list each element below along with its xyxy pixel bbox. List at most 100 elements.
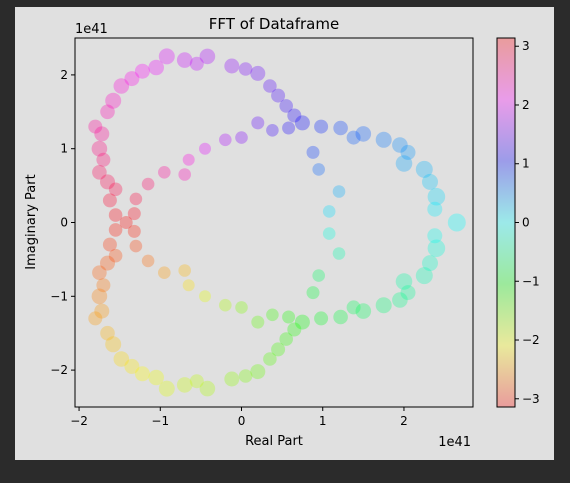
- x-tick-label: −2: [70, 414, 88, 428]
- data-point: [100, 104, 115, 120]
- x-axis: −2 −1 0 1 2: [70, 407, 408, 428]
- data-point: [375, 131, 392, 148]
- data-point: [282, 310, 296, 324]
- data-point: [312, 269, 326, 282]
- data-point: [400, 144, 416, 160]
- data-point: [134, 366, 150, 382]
- data-point: [199, 290, 211, 303]
- data-point: [224, 58, 240, 74]
- colorbar-tick-label: −2: [522, 333, 540, 347]
- y-tick-label: −1: [50, 289, 68, 303]
- colorbar-tick-label: −1: [522, 274, 540, 288]
- data-point: [108, 182, 123, 197]
- data-point: [415, 267, 433, 285]
- x-tick-label: −1: [151, 414, 169, 428]
- data-point: [238, 62, 253, 76]
- data-point: [294, 115, 310, 131]
- data-point: [148, 59, 164, 76]
- data-point: [287, 322, 302, 337]
- data-point: [306, 145, 320, 159]
- data-point: [189, 56, 204, 71]
- data-point: [266, 308, 279, 322]
- data-point: [427, 228, 443, 244]
- data-point: [96, 278, 111, 293]
- y-tick-label: 1: [60, 142, 68, 156]
- colorbar: −3 −2 −1 0 1 2 3: [496, 37, 540, 408]
- data-point: [355, 303, 372, 319]
- data-point: [422, 255, 438, 272]
- data-point: [427, 201, 443, 217]
- data-point: [96, 152, 111, 167]
- data-point: [102, 193, 117, 208]
- data-point: [427, 239, 446, 258]
- fft-scatter-chart: FFT of Dataframe −2 −1 0 1 2 −2 −1 0 1 2 Real Pa…: [24, 15, 540, 450]
- data-point: [224, 371, 240, 387]
- data-point: [279, 332, 294, 346]
- data-point: [333, 120, 348, 136]
- data-point: [250, 65, 266, 81]
- x-tick-label: 1: [319, 414, 327, 428]
- data-point: [251, 116, 265, 130]
- chart-title: FFT of Dataframe: [209, 15, 339, 33]
- data-point: [92, 165, 107, 180]
- data-point: [127, 207, 141, 221]
- data-point: [94, 303, 110, 319]
- data-point: [102, 237, 117, 252]
- data-point: [346, 300, 361, 315]
- data-point: [238, 369, 253, 383]
- data-point: [322, 205, 336, 218]
- plot-area: [75, 38, 473, 407]
- data-point: [158, 48, 175, 65]
- data-point: [219, 133, 232, 147]
- data-point: [178, 264, 191, 277]
- data-point: [395, 273, 413, 290]
- y-tick-label: 0: [60, 216, 68, 230]
- y-tick-label: 2: [60, 68, 68, 82]
- data-point: [271, 342, 286, 357]
- data-point: [322, 227, 336, 240]
- data-point: [105, 336, 122, 353]
- data-point: [314, 119, 329, 134]
- data-point: [199, 142, 211, 155]
- data-point: [92, 265, 107, 281]
- colorbar-ticks: −3 −2 −1 0 1 2 3: [515, 39, 540, 406]
- data-point: [158, 266, 171, 280]
- data-point: [178, 168, 191, 181]
- data-point: [251, 315, 265, 329]
- data-point: [333, 309, 348, 325]
- data-point: [158, 380, 175, 397]
- y-axis: −2 −1 0 1 2: [50, 68, 75, 377]
- data-point: [306, 286, 320, 300]
- x-offset-label: 1e41: [438, 435, 471, 450]
- data-point: [294, 314, 310, 330]
- data-point: [287, 108, 302, 123]
- data-point: [129, 239, 143, 253]
- x-tick-label: 2: [400, 414, 408, 428]
- data-point: [91, 288, 108, 305]
- data-point: [129, 192, 143, 206]
- colorbar-gradient: [497, 38, 515, 407]
- data-point: [108, 223, 123, 237]
- data-point: [250, 364, 266, 380]
- data-point: [91, 140, 108, 157]
- data-point: [263, 352, 277, 366]
- data-point: [113, 351, 130, 367]
- data-point: [400, 285, 416, 301]
- data-point: [100, 255, 115, 271]
- data-point: [148, 369, 164, 386]
- data-point: [375, 297, 392, 314]
- x-tick-label: 0: [238, 414, 246, 428]
- data-point: [100, 174, 115, 190]
- data-point: [158, 166, 171, 179]
- data-point: [415, 160, 433, 178]
- y-axis-label: Imaginary Part: [24, 174, 39, 269]
- data-point: [124, 71, 140, 87]
- data-point: [113, 78, 130, 94]
- data-point: [282, 121, 296, 135]
- data-point: [346, 130, 361, 145]
- data-point: [266, 124, 279, 137]
- data-point: [392, 137, 408, 153]
- colorbar-tick-label: 3: [522, 39, 530, 53]
- colorbar-tick-label: 0: [522, 216, 530, 230]
- data-point: [176, 52, 193, 68]
